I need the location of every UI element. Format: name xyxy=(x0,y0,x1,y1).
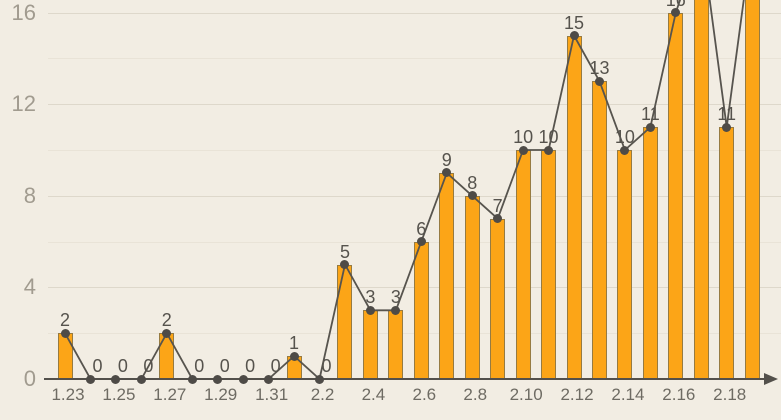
data-label: 2 xyxy=(60,310,71,331)
data-label: 0 xyxy=(270,356,281,376)
data-label: 2 xyxy=(161,310,172,331)
data-label: 11 xyxy=(641,104,660,125)
data-label: 11 xyxy=(717,104,737,125)
y-axis-tick-label: 8 xyxy=(23,182,36,208)
y-axis-tick-label: 16 xyxy=(11,0,36,25)
bar[interactable] xyxy=(693,0,709,379)
y-axis-tick-label: 0 xyxy=(23,366,36,391)
bar[interactable] xyxy=(642,127,658,379)
bar[interactable] xyxy=(515,150,531,379)
data-label: 3 xyxy=(390,287,401,308)
data-label: 10 xyxy=(538,127,559,147)
x-axis-line xyxy=(44,378,766,380)
x-axis-tick-label: 2.2 xyxy=(310,385,335,404)
bar[interactable] xyxy=(490,218,506,379)
data-label: 7 xyxy=(492,195,503,216)
x-axis-tick-label: 2.10 xyxy=(509,385,543,404)
x-axis-tick-label: 2.8 xyxy=(463,385,488,404)
bar[interactable] xyxy=(719,127,735,379)
bar[interactable] xyxy=(617,150,633,379)
y-axis-tick-label: 12 xyxy=(11,91,36,117)
x-axis-tick-label: 1.29 xyxy=(204,385,238,404)
x-axis-tick-label: 1.23 xyxy=(51,385,85,404)
bar[interactable] xyxy=(413,241,429,379)
x-axis-tick-label: 2.14 xyxy=(611,385,645,404)
bar[interactable] xyxy=(362,310,378,379)
x-axis-tick-label: 1.31 xyxy=(255,385,289,404)
bar[interactable] xyxy=(388,310,404,379)
bar[interactable] xyxy=(566,35,582,379)
bar[interactable] xyxy=(541,150,557,379)
data-label: 6 xyxy=(416,218,427,239)
data-label: 5 xyxy=(339,241,350,262)
data-label: 0 xyxy=(143,356,154,376)
x-axis-tick-label: 2.6 xyxy=(412,385,437,404)
x-axis-tick-label: 2.12 xyxy=(560,385,594,404)
bar[interactable] xyxy=(744,0,760,379)
data-label: 9 xyxy=(441,149,452,170)
x-axis-arrow-icon xyxy=(764,373,778,385)
x-axis-tick-label: 2.16 xyxy=(662,385,696,404)
bar[interactable] xyxy=(439,172,455,379)
data-label: 8 xyxy=(467,172,478,193)
data-label: 1 xyxy=(289,333,300,354)
bar[interactable] xyxy=(464,195,480,379)
x-axis-tick-label: 1.25 xyxy=(102,385,136,404)
data-label: 0 xyxy=(321,356,332,376)
data-label: 15 xyxy=(564,12,585,33)
data-label: 16 xyxy=(656,0,696,11)
x-axis-tick-label: 1.27 xyxy=(153,385,187,404)
x-axis-tick-label: 2.18 xyxy=(713,385,747,404)
data-label: 13 xyxy=(589,58,610,79)
bar[interactable] xyxy=(668,12,684,379)
x-axis-tick-label: 2.4 xyxy=(361,385,386,404)
data-label: 10 xyxy=(614,127,635,147)
y-axis-tick-label: 4 xyxy=(23,274,36,300)
bar[interactable] xyxy=(57,333,73,379)
